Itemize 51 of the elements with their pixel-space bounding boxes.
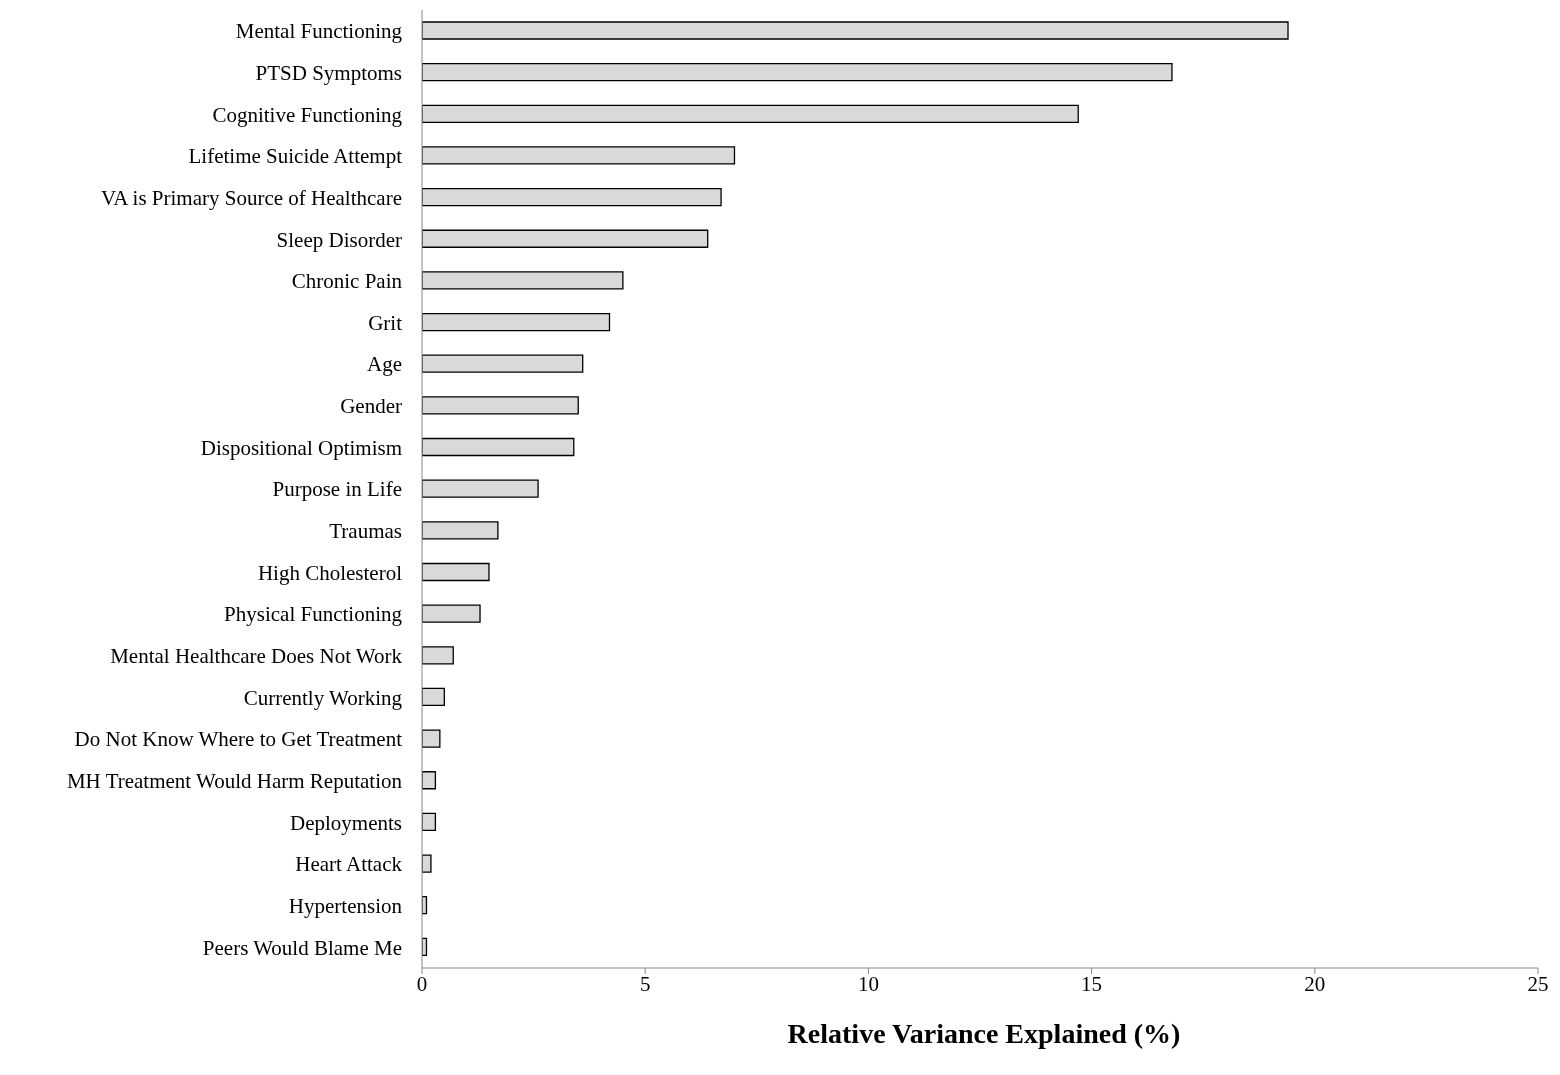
bar (422, 146, 736, 165)
x-tick-label: 5 (639, 971, 651, 996)
y-tick-label: VA is Primary Source of Healthcare (100, 185, 402, 210)
bar (422, 812, 437, 832)
y-tick-label: Grit (368, 310, 403, 335)
y-tick-label: Age (367, 352, 402, 377)
bar (422, 687, 445, 707)
bar (422, 396, 579, 415)
y-tick-label: Do Not Know Where to Get Treatment (74, 727, 403, 752)
bar (422, 521, 499, 540)
y-tick-label: Heart Attack (295, 852, 403, 877)
bar (422, 104, 1079, 123)
y-tick-label: Hypertension (288, 893, 403, 918)
x-tick-label: 10 (857, 971, 879, 996)
y-tick-label: Cognitive Functioning (212, 102, 403, 127)
y-tick-label: Purpose in Life (272, 477, 402, 502)
bar (422, 562, 490, 582)
y-tick-label: Chronic Pain (291, 269, 403, 294)
bar (422, 229, 709, 248)
y-tick-label: Deployments (290, 810, 402, 835)
x-tick-label: 20 (1304, 971, 1326, 996)
x-tick-label: 25 (1527, 971, 1549, 996)
bar (422, 604, 481, 623)
bar (422, 771, 437, 790)
y-tick-label: Physical Functioning (224, 602, 403, 627)
y-tick-label: Mental Healthcare Does Not Work (110, 644, 403, 669)
y-tick-label: Mental Functioning (235, 19, 403, 44)
bar (422, 479, 539, 498)
y-tick-label: High Cholesterol (257, 560, 403, 585)
y-tick-label: MH Treatment Would Harm Reputation (66, 769, 403, 794)
x-axis-title: Relative Variance Explained (%) (787, 1018, 1181, 1049)
y-tick-label: Peers Would Blame Me (202, 935, 402, 960)
bar (422, 646, 454, 665)
bar (422, 312, 611, 332)
y-tick-label: PTSD Symptoms (255, 60, 402, 85)
y-tick-label: Currently Working (243, 685, 403, 710)
y-tick-label: Gender (340, 394, 402, 419)
y-tick-label: Traumas (329, 519, 402, 544)
bar (422, 63, 1173, 82)
y-tick-label: Sleep Disorder (276, 227, 402, 252)
y-tick-label: Dispositional Optimism (200, 435, 402, 460)
y-tick-label: Lifetime Suicide Attempt (188, 144, 403, 169)
bar (422, 271, 624, 290)
x-tick-label: 15 (1081, 971, 1103, 996)
bar (422, 854, 432, 873)
bar (422, 187, 722, 207)
bar (422, 729, 441, 748)
bar (422, 354, 584, 373)
x-tick-label: 0 (416, 971, 428, 996)
bar (422, 21, 1289, 40)
bar (422, 437, 575, 457)
